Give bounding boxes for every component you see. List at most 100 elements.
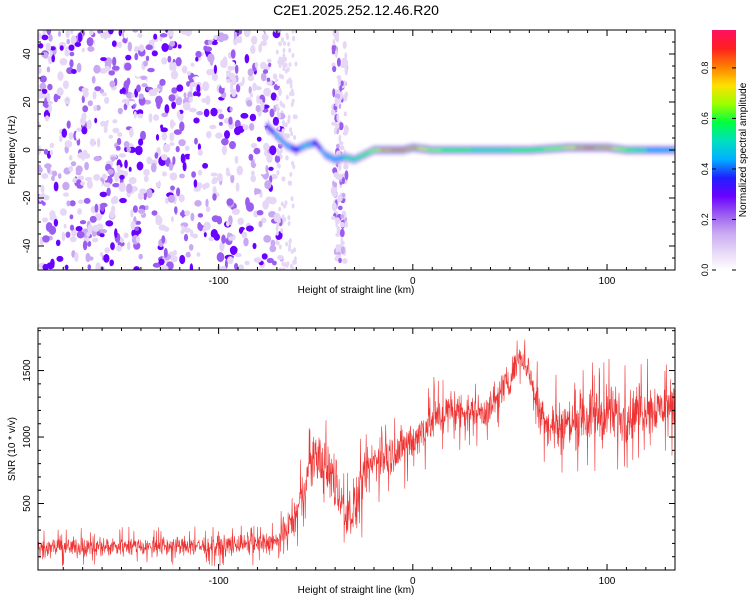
heatmap-cell [238,82,244,87]
heatmap-cell [65,231,71,238]
heatmap-ridge-cell [281,140,284,143]
heatmap-cell [87,119,92,130]
heatmap-ridge-cell [270,128,273,131]
heatmap-ridge-cell [376,149,380,151]
heatmap-cell [337,194,342,203]
heatmap-cell [261,217,267,224]
heatmap-cell [143,175,149,183]
heatmap-cell [243,237,249,247]
heatmap-ridge-cell [353,158,356,161]
heatmap-cell [264,138,270,145]
heatmap-cell [111,65,120,71]
snr-axis-ticks: -100 0 100 500 1000 1500 [22,328,675,587]
heatmap-cell [339,145,345,151]
heatmap-cell [167,55,172,63]
heatmap-cell [269,108,275,118]
heatmap-ridge-cell [545,147,548,150]
heatmap-cell [213,64,217,75]
heatmap-cell [207,39,213,45]
heatmap-ridge-cell [326,154,329,157]
heatmap-ridge-cell [419,147,422,150]
heatmap-cell [40,184,45,194]
snr-x-tick-label: 0 [410,576,416,587]
heatmap-cell [180,153,186,164]
heatmap-cell [265,196,273,204]
heatmap-cell [291,53,295,58]
heatmap-cell [268,166,274,171]
heatmap-cell [193,179,198,188]
heatmap-cell [206,131,211,139]
heatmap-cell [205,198,209,208]
heatmap-ridge-cell [627,149,630,151]
heatmap-cell [338,257,342,264]
heatmap-cell [342,240,345,246]
heatmap-ridge-cell [557,147,560,150]
heatmap-ridge-cell [392,149,395,151]
heatmap-ridge-cell [479,149,482,151]
heatmap-cell [333,182,338,188]
heatmap-ridge-cell [522,149,525,151]
heatmap-cell [171,101,177,110]
heatmap-cell [269,245,277,253]
heatmap-cell [334,97,339,106]
heatmap-cell [161,265,169,270]
heatmap-cell [123,141,130,148]
heatmap-cell [50,258,55,268]
heatmap-cell [81,47,85,53]
heatmap-ridge-cell [374,149,378,151]
heatmap-cell [161,132,168,141]
heatmap-ridge-cell [425,148,428,151]
heatmap-cell [74,252,79,262]
heatmap-cell [77,208,82,215]
heatmap-cell [41,34,49,41]
heatmap-cell [88,256,94,261]
heatmap-cell [97,30,102,34]
heatmap-ridge-cell [646,149,649,151]
heatmap-ridge-cell [316,144,319,147]
heatmap-ridge-cell [361,154,364,157]
heatmap-cell [119,197,127,204]
heatmap-y-tick-label: 0 [22,147,33,153]
heatmap-cell [290,249,294,255]
heatmap-cell [287,114,291,120]
heatmap-cell [343,163,349,170]
heatmap-ridge-cell [606,146,609,149]
heatmap-cell [342,41,347,49]
heatmap-cell [333,106,338,111]
heatmap-cell [168,94,176,102]
heatmap-ridge-cell [324,153,327,156]
heatmap-cell [111,197,116,205]
heatmap-cell [169,132,175,142]
colorbar-strip [712,30,736,270]
heatmap-cell [59,208,67,216]
heatmap-cell [211,40,218,46]
heatmap-ridge-cell [475,149,479,151]
heatmap-cell [89,30,94,36]
heatmap-cell [140,130,146,141]
heatmap-cell [116,137,122,146]
heatmap-cell [103,125,108,134]
heatmap-cell [179,121,185,132]
heatmap-ridge-cell [512,149,515,151]
heatmap-cell [42,235,50,242]
heatmap-ridge-cell [279,138,282,141]
heatmap-cell [69,51,75,57]
heatmap-cell [143,99,152,105]
heatmap-cell [160,124,164,130]
heatmap-cell [246,100,253,107]
heatmap-cell [84,177,93,182]
heatmap-cell [125,91,133,99]
heatmap-cell [92,224,101,232]
heatmap-cell [192,95,200,101]
heatmap-cell [148,113,153,123]
heatmap-cell [181,65,188,74]
heatmap-cell [254,155,261,165]
heatmap-cell [183,233,189,242]
heatmap-cell [68,44,75,51]
heatmap-cell [93,105,97,112]
heatmap-ridge-cell [415,147,418,150]
heatmap-cell [339,221,345,228]
heatmap-cell [276,80,282,86]
heatmap-ridge-cell [464,149,467,151]
heatmap-cell [111,265,115,270]
